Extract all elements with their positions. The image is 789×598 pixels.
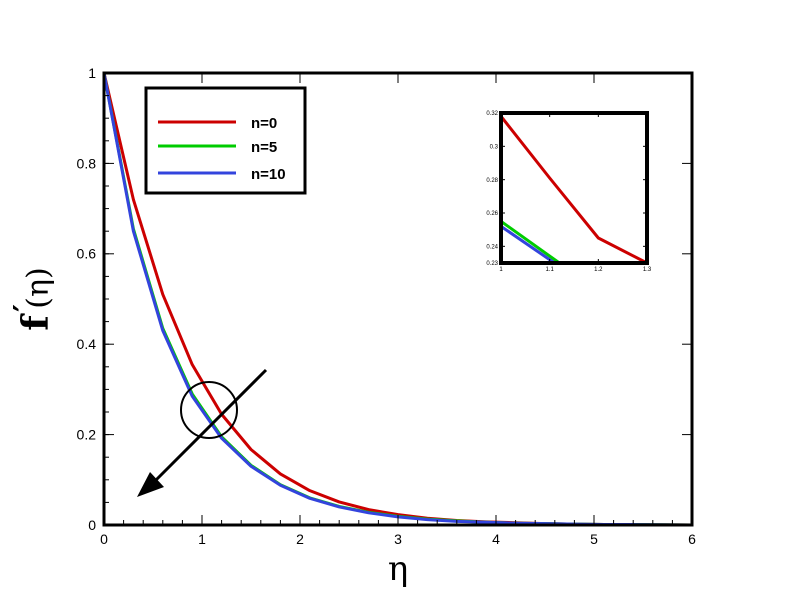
inset-series-line-n10 [500,225,556,265]
legend-label-n5: n=5 [251,139,277,156]
inset-series-line-n5 [500,220,561,265]
y-axis-title-prime: ′ [8,304,43,312]
x-tick-label: 2 [296,531,304,547]
annotation-arrowhead [137,472,164,497]
legend-label-n10: n=10 [251,166,286,183]
x-tick-label: 3 [394,531,402,547]
inset-y-tick-label: 0.3 [490,144,499,150]
y-tick-label: 1 [88,65,96,81]
legend: n=0 n=5 n=10 [144,86,307,195]
inset-plot: 1 1.1 1.2 1.3 0.23 0.24 0.26 0.28 0.3 0.32 [486,111,652,273]
inset-x-tick-label: 1.1 [545,267,554,273]
legend-label-n0: n=0 [251,115,277,132]
inset-plot-frame [499,111,649,265]
inset-y-tick-label: 0.28 [486,178,498,184]
y-tick-label: 0.2 [77,427,97,443]
x-tick-label: 1 [198,531,206,547]
y-tick-label: 0.8 [77,155,97,171]
y-tick-label: 0.4 [77,336,97,352]
inset-x-tick-label: 1.2 [594,267,603,273]
inset-x-tick-label: 1 [499,267,503,273]
y-axis-title-f: f [15,313,57,331]
plot-frame [102,71,694,527]
inset-y-tick-label: 0.26 [486,211,498,217]
inset-series-line-n0 [499,115,648,265]
inset-y-tick-label: 0.23 [486,261,498,267]
x-tick-label: 0 [100,531,108,547]
inset-y-tick-label: 0.24 [486,244,498,250]
x-tick-label: 5 [590,531,598,547]
annotation-arrow-shaft [150,368,268,486]
inset-x-tick-label: 1.3 [643,267,652,273]
inset-y-tick-label: 0.32 [486,111,498,117]
y-axis-title: f ′ (η) [8,267,57,330]
x-tick-label: 6 [688,531,696,547]
x-axis-title: η [388,549,408,589]
legend-box [144,86,307,195]
x-tick-label: 4 [492,531,500,547]
y-tick-label: 0.6 [77,246,97,262]
y-axis-title-arg: (η) [21,267,56,308]
y-tick-label: 0 [88,517,96,533]
annotation-circle [180,381,238,439]
